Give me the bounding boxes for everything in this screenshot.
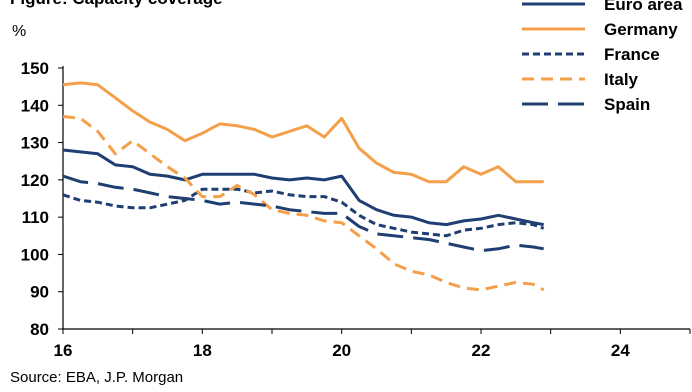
y-tick-label: 140 (21, 96, 49, 115)
y-axis-unit: % (12, 23, 26, 40)
x-tick-label: 20 (332, 341, 351, 360)
series-line-france (62, 187, 545, 238)
source-note: Source: EBA, J.P. Morgan (10, 369, 184, 386)
x-tick-label: 16 (54, 341, 73, 360)
x-tick-label: 24 (611, 341, 630, 360)
y-tick-label: 110 (22, 208, 49, 227)
y-tick-label: 150 (21, 59, 49, 78)
legend-label: France (604, 45, 660, 64)
series-line-euro-area (62, 148, 544, 227)
legend: Euro area Germany France Italy Spain (522, 0, 683, 114)
y-tick-label: 90 (30, 283, 49, 302)
y-tick-label: 80 (30, 320, 49, 339)
legend-label: Spain (604, 95, 650, 114)
legend-label: Euro area (604, 0, 683, 14)
x-tick-label: 22 (472, 341, 491, 360)
y-tick-label: 120 (21, 171, 49, 190)
series-line-spain (62, 174, 544, 253)
y-tick-label: 130 (21, 134, 49, 153)
tick-labels: 80 90 100 110 120 130 140 150 16 18 20 22 24 (21, 59, 631, 360)
legend-label: Italy (604, 70, 639, 89)
axes (58, 66, 691, 334)
chart-title: Figure: Capacity coverage (10, 0, 223, 8)
y-tick-label: 100 (21, 245, 49, 264)
series-line-germany (62, 81, 544, 184)
series-lines (62, 81, 545, 292)
x-tick-label: 18 (193, 341, 212, 360)
series-line-italy (62, 115, 545, 292)
legend-label: Germany (604, 20, 678, 39)
